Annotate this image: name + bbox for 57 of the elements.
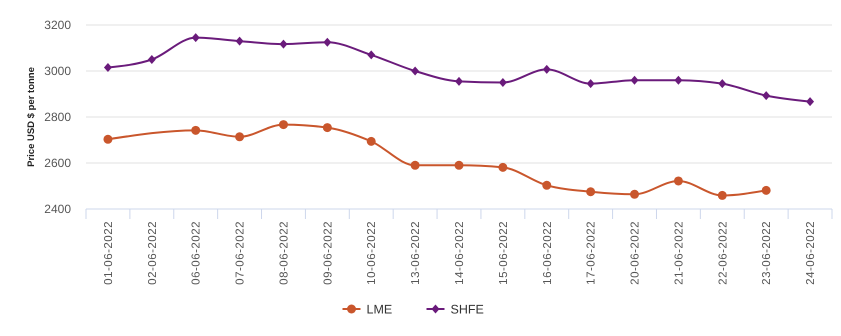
point [542,180,552,190]
x-tick-label: 08-06-2022 [278,221,290,285]
point [586,79,595,88]
point [367,50,376,60]
y-tick-label: 3200 [44,18,72,32]
x-tick-label: 10-06-2022 [366,221,378,285]
point [279,40,288,49]
x-tick-label: 06-06-2022 [190,221,203,285]
point [718,190,727,200]
x-tick-label: 01-06-2022 [102,221,115,285]
point [322,123,332,132]
x-tick-label: 13-06-2022 [410,221,422,285]
point [498,78,507,87]
point [586,187,596,196]
point [762,186,771,195]
x-tick-label: 14-06-2022 [454,221,466,285]
point [191,126,200,135]
point [630,76,639,85]
x-tick-label: 24-06-2022 [805,221,818,285]
y-tick-label: 2600 [44,156,72,170]
y-tick-label: 3000 [44,64,72,78]
point [674,176,683,186]
x-tick-label: 17-06-2022 [586,221,598,285]
y-tick-label: 2800 [44,110,72,124]
point [278,120,288,130]
point [718,79,726,88]
point [236,36,244,46]
point [148,55,156,64]
x-tick-label: 07-06-2022 [234,221,247,285]
point [366,136,376,146]
x-tick-label: 09-06-2022 [322,221,334,285]
x-tick-label: 15-06-2022 [498,221,510,285]
y-axis-title: Price USD $ per tonne [26,67,37,167]
point [235,132,244,142]
x-tick-label: 23-06-2022 [761,221,774,285]
x-tick-label: 22-06-2022 [717,221,730,285]
y-tick-label: 2400 [44,202,72,216]
point [323,38,332,47]
point [674,76,682,85]
x-tick-label: 21-06-2022 [673,221,686,285]
point [411,66,420,76]
point [192,33,200,42]
legend-label: SHFE [450,302,484,316]
point [455,76,463,86]
point [806,97,814,106]
x-tick-label: 02-06-2022 [146,221,159,285]
legend-label: LME [366,302,392,316]
point [104,63,112,72]
point [498,162,508,172]
x-tick-label: 20-06-2022 [630,221,642,285]
x-tick-label: 16-06-2022 [542,221,554,285]
point [542,64,551,74]
point [410,160,420,170]
point [630,190,640,199]
point [103,134,112,144]
point [454,160,464,170]
point [762,91,770,100]
